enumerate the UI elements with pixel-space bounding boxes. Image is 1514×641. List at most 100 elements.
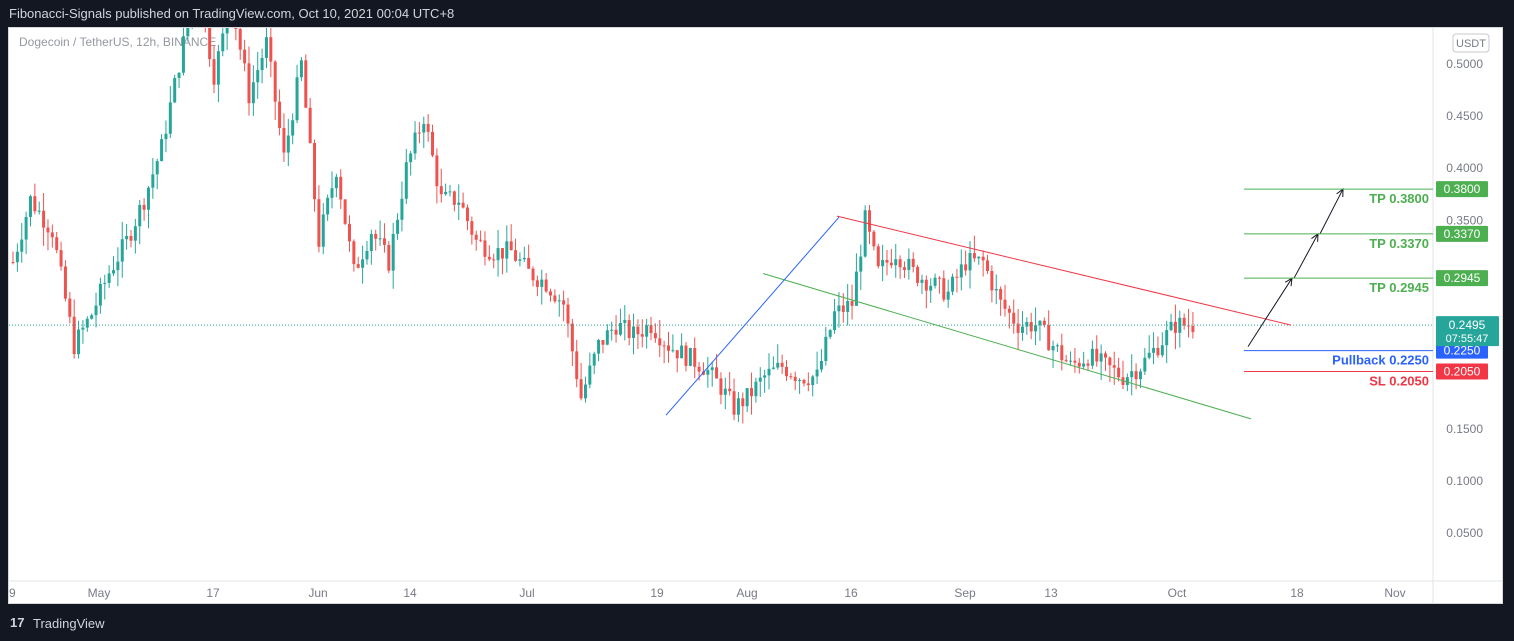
candle-body — [125, 236, 129, 240]
candle-body — [413, 132, 417, 154]
tradingview-brand[interactable]: TradingView — [33, 616, 105, 631]
candle-body — [863, 210, 867, 257]
x-tick-label: 16 — [844, 586, 858, 600]
candle-body — [815, 369, 819, 377]
x-tick-label: Oct — [1168, 586, 1187, 600]
candle-body — [496, 248, 500, 261]
level-label: TP 0.2945 — [1369, 280, 1429, 295]
candle-body — [330, 188, 334, 198]
candle-body — [391, 233, 395, 271]
candle-body — [662, 345, 666, 347]
candle-body — [706, 370, 710, 375]
x-tick-label: 14 — [403, 586, 417, 600]
candle-body — [168, 102, 172, 134]
candle-body — [1051, 346, 1055, 351]
candle-body — [448, 191, 452, 193]
candle-body — [728, 388, 732, 392]
candle-body — [37, 210, 41, 212]
candle-body — [535, 280, 539, 287]
candle-body — [1060, 345, 1064, 361]
symbol-label: Dogecoin / TetherUS, 12h, BINANCE — [19, 35, 216, 49]
channel-lower-line — [762, 273, 1252, 420]
candle-body — [431, 131, 435, 156]
x-tick-label: 17 — [206, 586, 220, 600]
candle-body — [1086, 363, 1090, 366]
candle-body — [208, 28, 212, 60]
candle-body — [487, 256, 491, 260]
candle-body — [1191, 326, 1195, 333]
candle-body — [981, 256, 985, 261]
candle-body — [1117, 367, 1121, 378]
candle-body — [1082, 363, 1086, 367]
candle-body — [959, 264, 963, 278]
candle-body — [133, 226, 137, 241]
candle-body — [465, 207, 469, 222]
candle-body — [675, 350, 679, 359]
candle-body — [811, 376, 815, 386]
candle-body — [304, 60, 308, 108]
candle-body — [754, 381, 758, 397]
candle-body — [1016, 323, 1020, 333]
candle-body — [1003, 299, 1007, 309]
candle-body — [745, 388, 749, 407]
candle-body — [356, 264, 360, 268]
level-price-tag — [1436, 181, 1488, 198]
candle-body — [457, 202, 461, 205]
current-price-value: 0.2495 — [1449, 318, 1486, 332]
candle-body — [780, 362, 784, 367]
candle-body — [1029, 322, 1033, 332]
candle-body — [396, 219, 400, 234]
candle-body — [968, 253, 972, 271]
candle-body — [937, 277, 941, 279]
candle-body — [20, 239, 24, 252]
candle-body — [225, 28, 229, 34]
candle-body — [107, 273, 111, 283]
candle-body — [885, 260, 889, 263]
candle-body — [540, 279, 544, 287]
candle-body — [649, 325, 653, 334]
candle-body — [151, 174, 155, 188]
candle-body — [653, 333, 657, 339]
candle-body — [1020, 326, 1024, 333]
candle-body — [719, 378, 723, 395]
candle-body — [784, 366, 788, 377]
candle-body — [33, 196, 37, 212]
candle-body — [570, 323, 574, 352]
candle-body — [1038, 320, 1042, 326]
candle-body — [1138, 371, 1142, 380]
candle-body — [942, 278, 946, 300]
candle-body — [671, 350, 675, 352]
candle-body — [173, 77, 177, 103]
candle-body — [1134, 371, 1138, 380]
candle-body — [291, 120, 295, 136]
candle-body — [522, 257, 526, 260]
candle-body — [1064, 360, 1068, 362]
y-tick-label: 0.0500 — [1446, 526, 1483, 540]
candle-body — [426, 123, 430, 132]
candle-body — [1169, 321, 1173, 331]
candle-body — [636, 326, 640, 335]
candle-body — [837, 305, 841, 312]
price-chart[interactable]: 0.5000 0.4500 0.4000 0.3500 0.1500 0.1000 0.05… — [9, 28, 1503, 604]
candle-body — [640, 334, 644, 337]
candle-body — [531, 268, 535, 281]
candle-body — [658, 338, 662, 346]
chart-panel[interactable]: 0.5000 0.4500 0.4000 0.3500 0.1500 0.1000 0.05… — [8, 27, 1503, 604]
candle-body — [365, 250, 369, 260]
candle-body — [929, 285, 933, 291]
candle-body — [553, 295, 557, 302]
candle-body — [404, 162, 408, 199]
tradingview-logo-icon[interactable]: 17 — [10, 615, 25, 630]
candle-body — [854, 271, 858, 306]
currency-tag — [1452, 33, 1490, 53]
candle-body — [557, 300, 561, 302]
channel-upper-line — [836, 215, 1292, 326]
candle-body — [1073, 360, 1077, 363]
candle-body — [479, 239, 483, 241]
candle-body — [771, 367, 775, 369]
level-label: Pullback 0.2250 — [1332, 353, 1429, 368]
level-price-tag-label: 0.3370 — [1444, 227, 1481, 241]
candle-body — [474, 234, 478, 240]
candle-body — [994, 288, 998, 291]
candle-body — [1077, 362, 1081, 367]
